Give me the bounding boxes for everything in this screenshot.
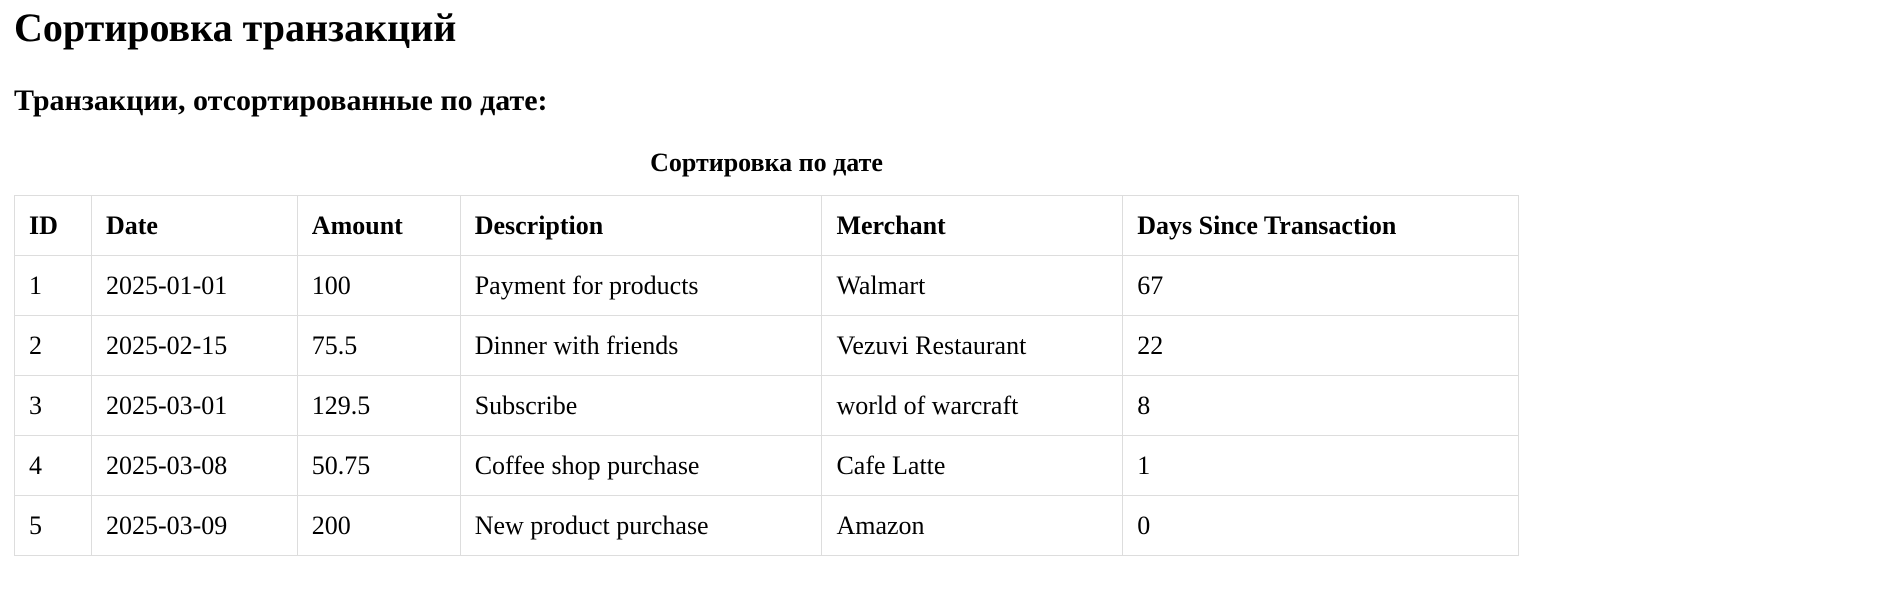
header-date: Date	[90, 195, 298, 256]
cell-description: Coffee shop purchase	[459, 435, 823, 496]
cell-amount: 50.75	[296, 435, 461, 496]
cell-days-since: 67	[1122, 255, 1519, 316]
cell-id: 3	[14, 375, 92, 436]
header-id: ID	[14, 195, 92, 256]
cell-date: 2025-01-01	[90, 255, 298, 316]
cell-id: 5	[14, 495, 92, 556]
cell-id: 2	[14, 315, 92, 376]
cell-id: 4	[14, 435, 92, 496]
header-amount: Amount	[296, 195, 461, 256]
cell-days-since: 0	[1122, 495, 1519, 556]
table-header-row: ID Date Amount Description Merchant Days…	[14, 195, 1519, 256]
table-row: 1 2025-01-01 100 Payment for products Wa…	[14, 255, 1519, 316]
cell-amount: 200	[296, 495, 461, 556]
header-days-since: Days Since Transaction	[1122, 195, 1519, 256]
cell-date: 2025-02-15	[90, 315, 298, 376]
cell-days-since: 22	[1122, 315, 1519, 376]
header-merchant: Merchant	[821, 195, 1124, 256]
table-caption: Сортировка по дате	[650, 148, 883, 177]
table-row: 2 2025-02-15 75.5 Dinner with friends Ve…	[14, 315, 1519, 376]
cell-merchant: Vezuvi Restaurant	[821, 315, 1124, 376]
cell-amount: 129.5	[296, 375, 461, 436]
cell-days-since: 8	[1122, 375, 1519, 436]
table-row: 3 2025-03-01 129.5 Subscribe world of wa…	[14, 375, 1519, 436]
cell-merchant: Walmart	[821, 255, 1124, 316]
header-description: Description	[459, 195, 823, 256]
cell-description: Subscribe	[459, 375, 823, 436]
cell-description: New product purchase	[459, 495, 823, 556]
page-title: Сортировка транзакций	[14, 5, 457, 50]
cell-id: 1	[14, 255, 92, 316]
cell-merchant: Amazon	[821, 495, 1124, 556]
cell-amount: 75.5	[296, 315, 461, 376]
page-subtitle: Транзакции, отсортированные по дате:	[14, 84, 548, 117]
cell-amount: 100	[296, 255, 461, 316]
table-row: 5 2025-03-09 200 New product purchase Am…	[14, 495, 1519, 556]
cell-days-since: 1	[1122, 435, 1519, 496]
page-content: Сортировка транзакций Транзакции, отсорт…	[14, 0, 1519, 556]
cell-merchant: Cafe Latte	[821, 435, 1124, 496]
transactions-table: Сортировка по дате ID Date Amount Descri…	[14, 147, 1519, 556]
cell-date: 2025-03-01	[90, 375, 298, 436]
table-row: 4 2025-03-08 50.75 Coffee shop purchase …	[14, 435, 1519, 496]
cell-description: Payment for products	[459, 255, 823, 316]
cell-date: 2025-03-09	[90, 495, 298, 556]
cell-merchant: world of warcraft	[821, 375, 1124, 436]
cell-date: 2025-03-08	[90, 435, 298, 496]
cell-description: Dinner with friends	[459, 315, 823, 376]
